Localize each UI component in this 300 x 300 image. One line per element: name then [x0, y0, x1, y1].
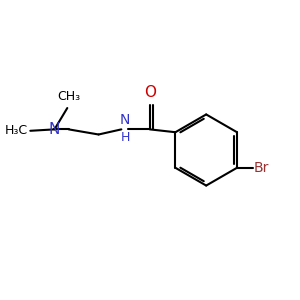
Text: N: N — [120, 113, 130, 128]
Text: Br: Br — [254, 161, 269, 175]
Text: CH₃: CH₃ — [57, 90, 80, 103]
Text: O: O — [144, 85, 156, 100]
Text: N: N — [49, 122, 60, 137]
Text: H₃C: H₃C — [5, 124, 28, 137]
Text: H: H — [120, 131, 130, 144]
